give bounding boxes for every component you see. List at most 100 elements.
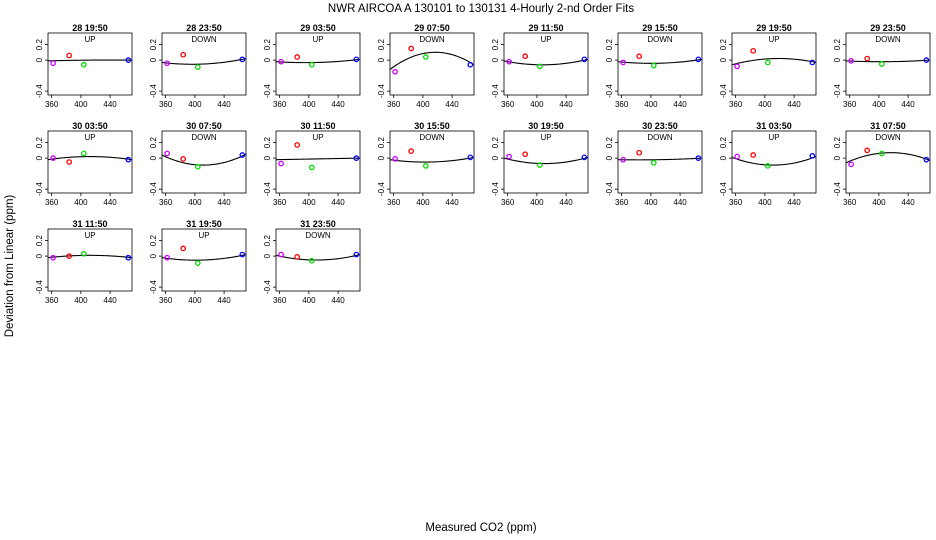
data-point xyxy=(506,153,512,160)
data-point xyxy=(125,254,132,261)
data-point xyxy=(422,163,429,169)
fit-curve xyxy=(389,156,475,163)
panel-frame xyxy=(731,32,817,96)
fit-curve xyxy=(845,152,931,164)
fit-curve xyxy=(617,58,703,64)
panel-title: 30 03:50 xyxy=(72,121,108,131)
panel-title: 28 19:50 xyxy=(72,23,108,33)
panel-title: 31 19:50 xyxy=(186,219,222,229)
panel-subtitle: UP xyxy=(312,35,323,44)
fit-curve xyxy=(845,59,931,63)
panel-9: 30 03:50 UP 360 400 440 -0.4 0 0.2 xyxy=(35,121,133,207)
panel-subtitle: UP xyxy=(768,35,779,44)
panel-title: 29 07:50 xyxy=(414,23,450,33)
y-tick-label: 0 xyxy=(719,155,728,160)
panel-frame xyxy=(275,130,361,194)
figure-title: NWR AIRCOA A 130101 to 130131 4-Hourly 2… xyxy=(328,3,634,15)
y-tick-label: -0.4 xyxy=(263,280,272,294)
x-tick-label: 360 xyxy=(729,100,743,109)
y-tick-label: 0 xyxy=(719,57,728,62)
y-tick-label: 0 xyxy=(377,155,386,160)
x-tick-label: 440 xyxy=(217,198,231,207)
panel-title: 30 19:50 xyxy=(528,121,564,131)
data-point xyxy=(408,45,415,52)
fit-curve xyxy=(47,59,133,62)
x-tick-label: 360 xyxy=(45,100,59,109)
x-tick-label: 440 xyxy=(787,100,801,109)
y-tick-label: -0.4 xyxy=(833,84,842,98)
x-tick-label: 440 xyxy=(331,100,345,109)
y-tick-label: 0 xyxy=(35,253,44,258)
data-point xyxy=(764,59,771,66)
x-tick-label: 440 xyxy=(787,198,801,207)
data-point xyxy=(80,150,87,157)
panel-title: 29 15:50 xyxy=(642,23,678,33)
fit-curve xyxy=(275,157,361,161)
x-tick-label: 360 xyxy=(273,296,287,305)
y-tick-label: 0.2 xyxy=(35,235,44,247)
x-tick-label: 360 xyxy=(273,198,287,207)
panel-frame xyxy=(845,130,931,194)
x-tick-label: 440 xyxy=(901,198,915,207)
x-tick-label: 400 xyxy=(872,100,886,109)
y-tick-label: 0.2 xyxy=(149,39,158,51)
data-point xyxy=(294,54,301,60)
y-tick-label: -0.4 xyxy=(149,182,158,196)
data-point xyxy=(164,60,170,67)
panel-subtitle: DOWN xyxy=(191,35,217,44)
data-point xyxy=(734,63,740,70)
panel-frame xyxy=(617,32,703,96)
y-tick-label: -0.4 xyxy=(149,280,158,294)
fit-curve xyxy=(731,156,817,166)
panel-subtitle: UP xyxy=(768,133,779,142)
y-tick-label: 0.2 xyxy=(149,137,158,149)
x-tick-label: 400 xyxy=(302,296,316,305)
panel-title: 29 03:50 xyxy=(300,23,336,33)
y-tick-label: 0.2 xyxy=(263,137,272,149)
x-tick-label: 440 xyxy=(217,296,231,305)
x-tick-label: 440 xyxy=(559,198,573,207)
x-tick-label: 440 xyxy=(901,100,915,109)
fit-curve xyxy=(503,58,589,66)
x-tick-label: 360 xyxy=(729,198,743,207)
y-tick-label: 0 xyxy=(491,57,500,62)
fit-curve xyxy=(389,51,475,70)
panel-title: 30 23:50 xyxy=(642,121,678,131)
panel-frame xyxy=(275,32,361,96)
fit-curve xyxy=(47,156,133,161)
panel-frame xyxy=(731,130,817,194)
data-point xyxy=(239,152,246,158)
panel-title: 29 19:50 xyxy=(756,23,792,33)
y-tick-label: -0.4 xyxy=(35,84,44,98)
panel-frame xyxy=(161,228,247,292)
panel-title: 31 03:50 xyxy=(756,121,792,131)
data-point xyxy=(581,56,588,63)
panel-14: 30 23:50 DOWN 360 400 440 -0.4 0 0.2 xyxy=(605,121,703,207)
panel-3: 29 03:50 UP 360 400 440 -0.4 0 0.2 xyxy=(263,23,361,109)
data-point xyxy=(864,147,871,154)
panel-17: 31 11:50 UP 360 400 440 -0.4 0 0.2 xyxy=(35,219,133,305)
fit-curve xyxy=(503,156,589,165)
data-point xyxy=(620,156,626,163)
y-tick-label: -0.4 xyxy=(491,182,500,196)
x-tick-label: 360 xyxy=(273,100,287,109)
data-point xyxy=(408,148,415,154)
y-tick-label: 0 xyxy=(149,155,158,160)
data-point xyxy=(422,54,429,60)
panel-subtitle: UP xyxy=(84,231,95,240)
y-tick-label: -0.4 xyxy=(719,84,728,98)
y-tick-label: 0 xyxy=(833,57,842,62)
data-point xyxy=(308,61,315,68)
y-tick-label: 0.2 xyxy=(605,39,614,51)
data-point xyxy=(695,155,702,161)
x-tick-label: 400 xyxy=(416,100,430,109)
x-tick-label: 360 xyxy=(159,198,173,207)
data-point xyxy=(750,47,757,54)
panel-subtitle: UP xyxy=(84,133,95,142)
y-tick-label: -0.4 xyxy=(35,280,44,294)
panel-title: 31 07:50 xyxy=(870,121,906,131)
panel-subtitle: UP xyxy=(312,133,323,142)
data-point xyxy=(848,58,854,64)
y-tick-label: 0.2 xyxy=(719,137,728,149)
fit-curve xyxy=(731,57,817,66)
